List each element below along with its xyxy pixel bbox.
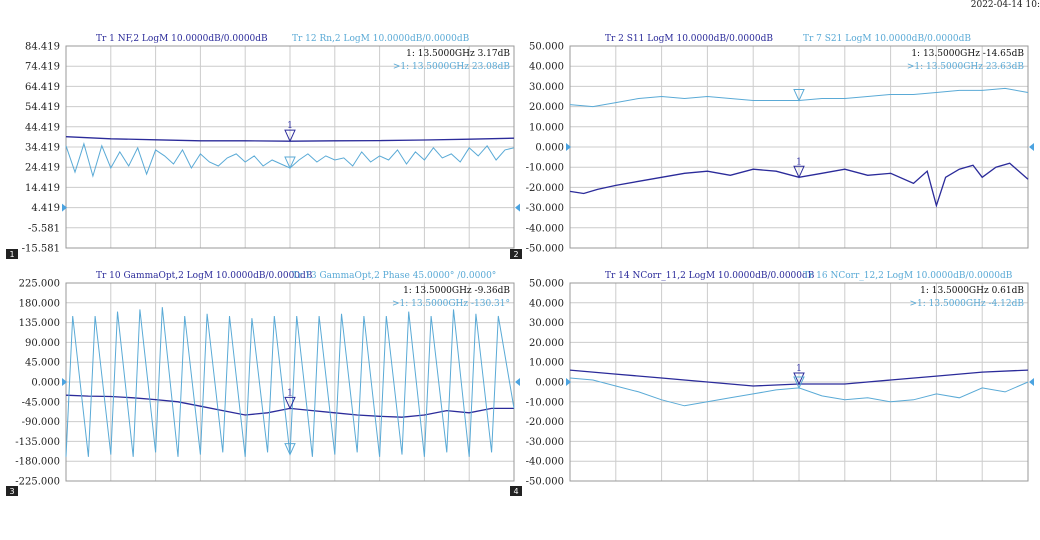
y-tick-label: -135.000 [15,437,60,448]
reference-arrow-left [62,378,67,386]
marker-number: 1 [796,364,802,374]
y-tick-label: 50.000 [529,279,564,290]
y-tick-label: -20.000 [526,183,564,194]
marker-triangle [284,396,296,410]
y-tick-label: -30.000 [526,437,564,448]
y-tick-label: 64.419 [25,82,60,93]
chart-channel-1: 84.41974.41964.41954.41944.41934.41924.4… [6,34,520,259]
y-tick-label: -30.000 [526,203,564,214]
marker-number: 1 [796,157,802,167]
chart-channel-3: 225.000 180.000 135.000 90.000 45.000 0.000 -4… [6,271,520,496]
y-tick-label: 14.419 [25,183,60,194]
trace-header-1: Tr 2 S11 LogM 10.0000dB/0.0000dB [605,34,773,44]
marker-readout-1: 1: 13.5000GHz -14.65dB [911,49,1024,59]
y-tick-label: -50.000 [526,244,564,255]
marker-readout-2: >1: 13.5000GHz 23.08dB [393,62,511,72]
y-tick-label: 10.000 [529,358,564,369]
y-tick-label: -90.000 [22,417,60,428]
y-tick-label: 40.000 [529,298,564,309]
marker-triangle [284,129,296,143]
y-tick-label: 50.000 [529,42,564,53]
marker-readout-1: 1: 13.5000GHz 3.17dB [406,49,510,59]
marker-triangle [284,156,296,170]
trace-header-2: Tr 7 S21 LogM 10.0000dB/0.0000dB [803,34,971,44]
y-tick-label: -225.000 [15,477,60,488]
y-tick-label: 20.000 [529,102,564,113]
reference-arrow-right [515,203,520,212]
channel-number: 4 [513,487,518,496]
marker-readout-2: >1: 13.5000GHz 23.63dB [907,62,1025,72]
trace-header-1: Tr 10 GammaOpt,2 LogM 10.0000dB/0.0000dB [96,271,313,281]
reference-arrow-right [515,378,520,386]
grid [569,282,1029,482]
y-tick-label: 4.419 [31,203,60,214]
y-tick-label: 10.000 [529,122,564,133]
y-tick-label: 135.000 [19,318,60,329]
trace-header-2: Tr 12 Rn,2 LogM 10.0000dB/0.0000dB [292,34,470,44]
trace-header-2: Tr 13 GammaOpt,2 Phase 45.0000° /0.0000° [292,271,496,281]
y-tick-label: 34.419 [25,143,60,154]
channel-number-box [510,486,522,496]
y-tick-label: -40.000 [526,223,564,234]
reference-arrow-right [1029,378,1034,386]
y-tick-label: 0.000 [535,378,564,389]
y-tick-label: 84.419 [25,42,60,53]
y-tick-label: 54.419 [25,102,60,113]
y-tick-label: 20.000 [529,338,564,349]
y-tick-label: -20.000 [526,417,564,428]
marker-triangle [284,443,296,456]
channel-number-box [510,249,522,259]
marker-readout-1: 1: 13.5000GHz 0.61dB [920,286,1024,296]
y-tick-label: 0.000 [31,378,60,389]
y-tick-label: -40.000 [526,457,564,468]
channel-number: 1 [9,250,14,259]
trace-header-1: Tr 1 NF,2 LogM 10.0000dB/0.0000dB [96,34,268,44]
y-tick-label: -5.581 [28,223,60,234]
trace-header-2: Tr 16 NCorr_12,2 LogM 10.0000dB/0.0000dB [803,271,1013,281]
timestamp: 2022-04-14 10: [970,0,1040,10]
marker-readout-2: >1: 13.5000GHz -4.12dB [910,299,1025,309]
channel-number-box [6,249,18,259]
reference-arrow-left [566,143,571,151]
y-tick-label: -10.000 [526,397,564,408]
reference-arrow-right [1029,143,1034,151]
trace-line-1 [569,162,1029,208]
y-tick-label: 0.000 [535,143,564,154]
y-tick-label: -180.000 [15,457,60,468]
marker-readout-2: >1: 13.5000GHz -130.31° [392,299,510,309]
y-tick-label: 90.000 [25,338,60,349]
y-tick-label: 24.419 [25,163,60,174]
y-tick-label: -45.000 [22,397,60,408]
marker-readout-1: 1: 13.5000GHz -9.36dB [403,286,510,296]
reference-arrow-left [566,378,571,386]
marker-number: 1 [287,121,293,131]
chart-channel-4: 50.000 40.000 30.000 20.000 10.000 0.000 -10.0… [510,271,1034,496]
reference-arrow-left [62,203,67,212]
y-tick-label: 45.000 [25,358,60,369]
y-tick-label: 30.000 [529,82,564,93]
channel-number-box [6,486,18,496]
y-tick-label: 40.000 [529,62,564,73]
channel-number: 3 [9,487,14,496]
y-tick-label: -50.000 [526,477,564,488]
y-tick-label: 44.419 [25,122,60,133]
marker-triangle [793,372,805,386]
y-tick-label: 74.419 [25,62,60,73]
grid [65,45,515,249]
marker-triangle [793,165,805,179]
trace-header-1: Tr 14 NCorr_11,2 LogM 10.0000dB/0.0000dB [605,271,815,281]
y-tick-label: 225.000 [19,279,60,290]
marker-triangle [793,89,805,102]
y-tick-label: 180.000 [19,298,60,309]
chart-channel-2: 50.000 40.000 30.000 20.000 10.000 0.000 -10.0… [510,34,1034,259]
grid [569,45,1029,249]
y-tick-label: 30.000 [529,318,564,329]
channel-number: 2 [513,250,518,259]
marker-triangle [793,376,805,390]
y-tick-label: -10.000 [526,163,564,174]
marker-number: 1 [287,388,293,398]
y-tick-label: -15.581 [22,244,60,255]
